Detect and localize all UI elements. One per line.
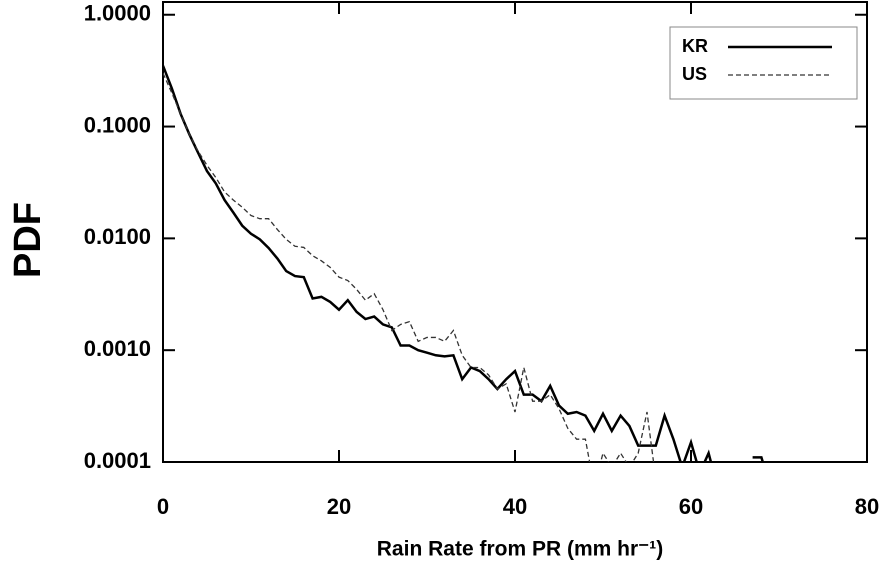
y-tick-label: 0.1000 xyxy=(84,112,151,137)
legend-label: KR xyxy=(682,36,708,56)
y-axis-label: PDF xyxy=(7,202,49,278)
data-line xyxy=(163,72,655,462)
data-line xyxy=(163,65,765,462)
x-tick-label: 60 xyxy=(679,494,703,519)
y-tick-label: 0.0001 xyxy=(84,448,151,473)
x-tick-label: 0 xyxy=(157,494,169,519)
y-tick-label: 1.0000 xyxy=(84,1,151,26)
x-axis-label: Rain Rate from PR (mm hr⁻¹) xyxy=(377,538,663,561)
legend-label: US xyxy=(682,64,707,84)
x-tick-label: 20 xyxy=(327,494,351,519)
x-tick-label: 80 xyxy=(855,494,879,519)
x-tick-label: 40 xyxy=(503,494,527,519)
y-tick-label: 0.0100 xyxy=(84,224,151,249)
y-tick-label: 0.0010 xyxy=(84,336,151,361)
legend-box xyxy=(669,26,858,100)
